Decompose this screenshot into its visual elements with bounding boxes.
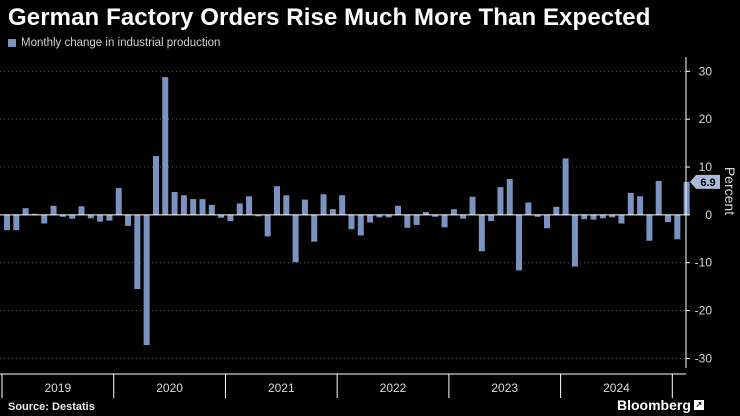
bar (152, 156, 159, 215)
bar (599, 214, 606, 219)
bar (283, 195, 290, 215)
bar (227, 214, 234, 222)
chart-title: German Factory Orders Rise Much More Tha… (8, 4, 651, 31)
bar (376, 214, 383, 218)
bar (190, 199, 197, 215)
bar (180, 195, 187, 215)
bar (143, 214, 150, 346)
bar (348, 214, 355, 230)
bar (273, 186, 280, 215)
bar (339, 195, 346, 215)
bar (236, 203, 243, 215)
bar (395, 205, 402, 215)
bar (516, 214, 523, 271)
x-tick-label: 2022 (380, 381, 407, 395)
bar (488, 214, 495, 222)
bar (543, 214, 550, 229)
bar (208, 204, 215, 215)
bar (50, 205, 57, 215)
bar (627, 192, 634, 215)
x-tick-label: 2020 (156, 381, 183, 395)
bar (97, 214, 104, 222)
bar (469, 196, 476, 215)
source-note: Source: Destatis (8, 401, 95, 413)
y-tick-label: 10 (699, 160, 713, 174)
bar (41, 214, 48, 224)
y-axis-label: Percent (722, 167, 738, 215)
bar (125, 214, 132, 226)
bar (115, 188, 122, 215)
bar (478, 214, 485, 252)
y-tick-label: -20 (695, 304, 713, 318)
bar (674, 214, 681, 240)
bar (553, 206, 560, 215)
x-tick-label: 2024 (603, 381, 630, 395)
bar (404, 214, 411, 228)
legend: Monthly change in industrial production (8, 37, 220, 49)
bar (301, 199, 308, 215)
bar (69, 214, 76, 219)
bar (618, 214, 625, 224)
last-value-tag (690, 174, 720, 189)
bar (637, 196, 644, 215)
brand-name: Bloomberg (617, 397, 691, 413)
bar (171, 191, 178, 215)
bar (320, 194, 327, 215)
bloomberg-logo: Bloomberg ↗ (617, 397, 704, 413)
bar (246, 196, 253, 215)
y-tick-label: 0 (705, 208, 712, 222)
bar (683, 181, 690, 215)
y-tick-label: 30 (699, 64, 713, 78)
bar (590, 214, 597, 220)
bar (106, 214, 113, 221)
bar (255, 214, 262, 217)
bar (413, 214, 420, 225)
x-tick-label: 2023 (491, 381, 518, 395)
bar (357, 214, 364, 236)
legend-label: Monthly change in industrial production (21, 37, 221, 49)
bar (311, 214, 318, 242)
bar (432, 214, 439, 217)
bar (571, 214, 578, 267)
bar (581, 214, 588, 220)
x-tick-label: 2019 (45, 381, 72, 395)
bar (422, 212, 429, 215)
bar (609, 214, 616, 218)
bar (329, 209, 336, 215)
bar (367, 214, 374, 223)
bar (199, 199, 206, 215)
bar (264, 214, 271, 237)
bar (87, 214, 94, 219)
bar (78, 206, 85, 215)
y-tick-label: -10 (695, 256, 713, 270)
bar (534, 214, 541, 217)
bar (13, 214, 20, 231)
bar (506, 179, 513, 215)
bar (59, 214, 66, 217)
bar (655, 180, 662, 215)
bar (22, 208, 29, 215)
bar (562, 158, 569, 215)
bar (134, 214, 141, 290)
bar (646, 214, 653, 241)
bar (162, 77, 169, 215)
bar (218, 214, 225, 218)
last-value-label: 6.9 (700, 177, 715, 189)
bar (460, 214, 467, 219)
bar (4, 214, 10, 231)
bar (665, 214, 672, 223)
brand-arrow-icon: ↗ (693, 400, 704, 410)
y-tick-label: -30 (695, 351, 713, 365)
x-tick-label: 2021 (268, 381, 295, 395)
bar (292, 214, 299, 263)
y-tick-label: 20 (699, 112, 713, 126)
bar (497, 187, 504, 215)
bar (450, 209, 457, 215)
bar (525, 202, 532, 215)
bar (385, 214, 392, 218)
legend-swatch (8, 39, 16, 47)
bar (441, 214, 448, 228)
